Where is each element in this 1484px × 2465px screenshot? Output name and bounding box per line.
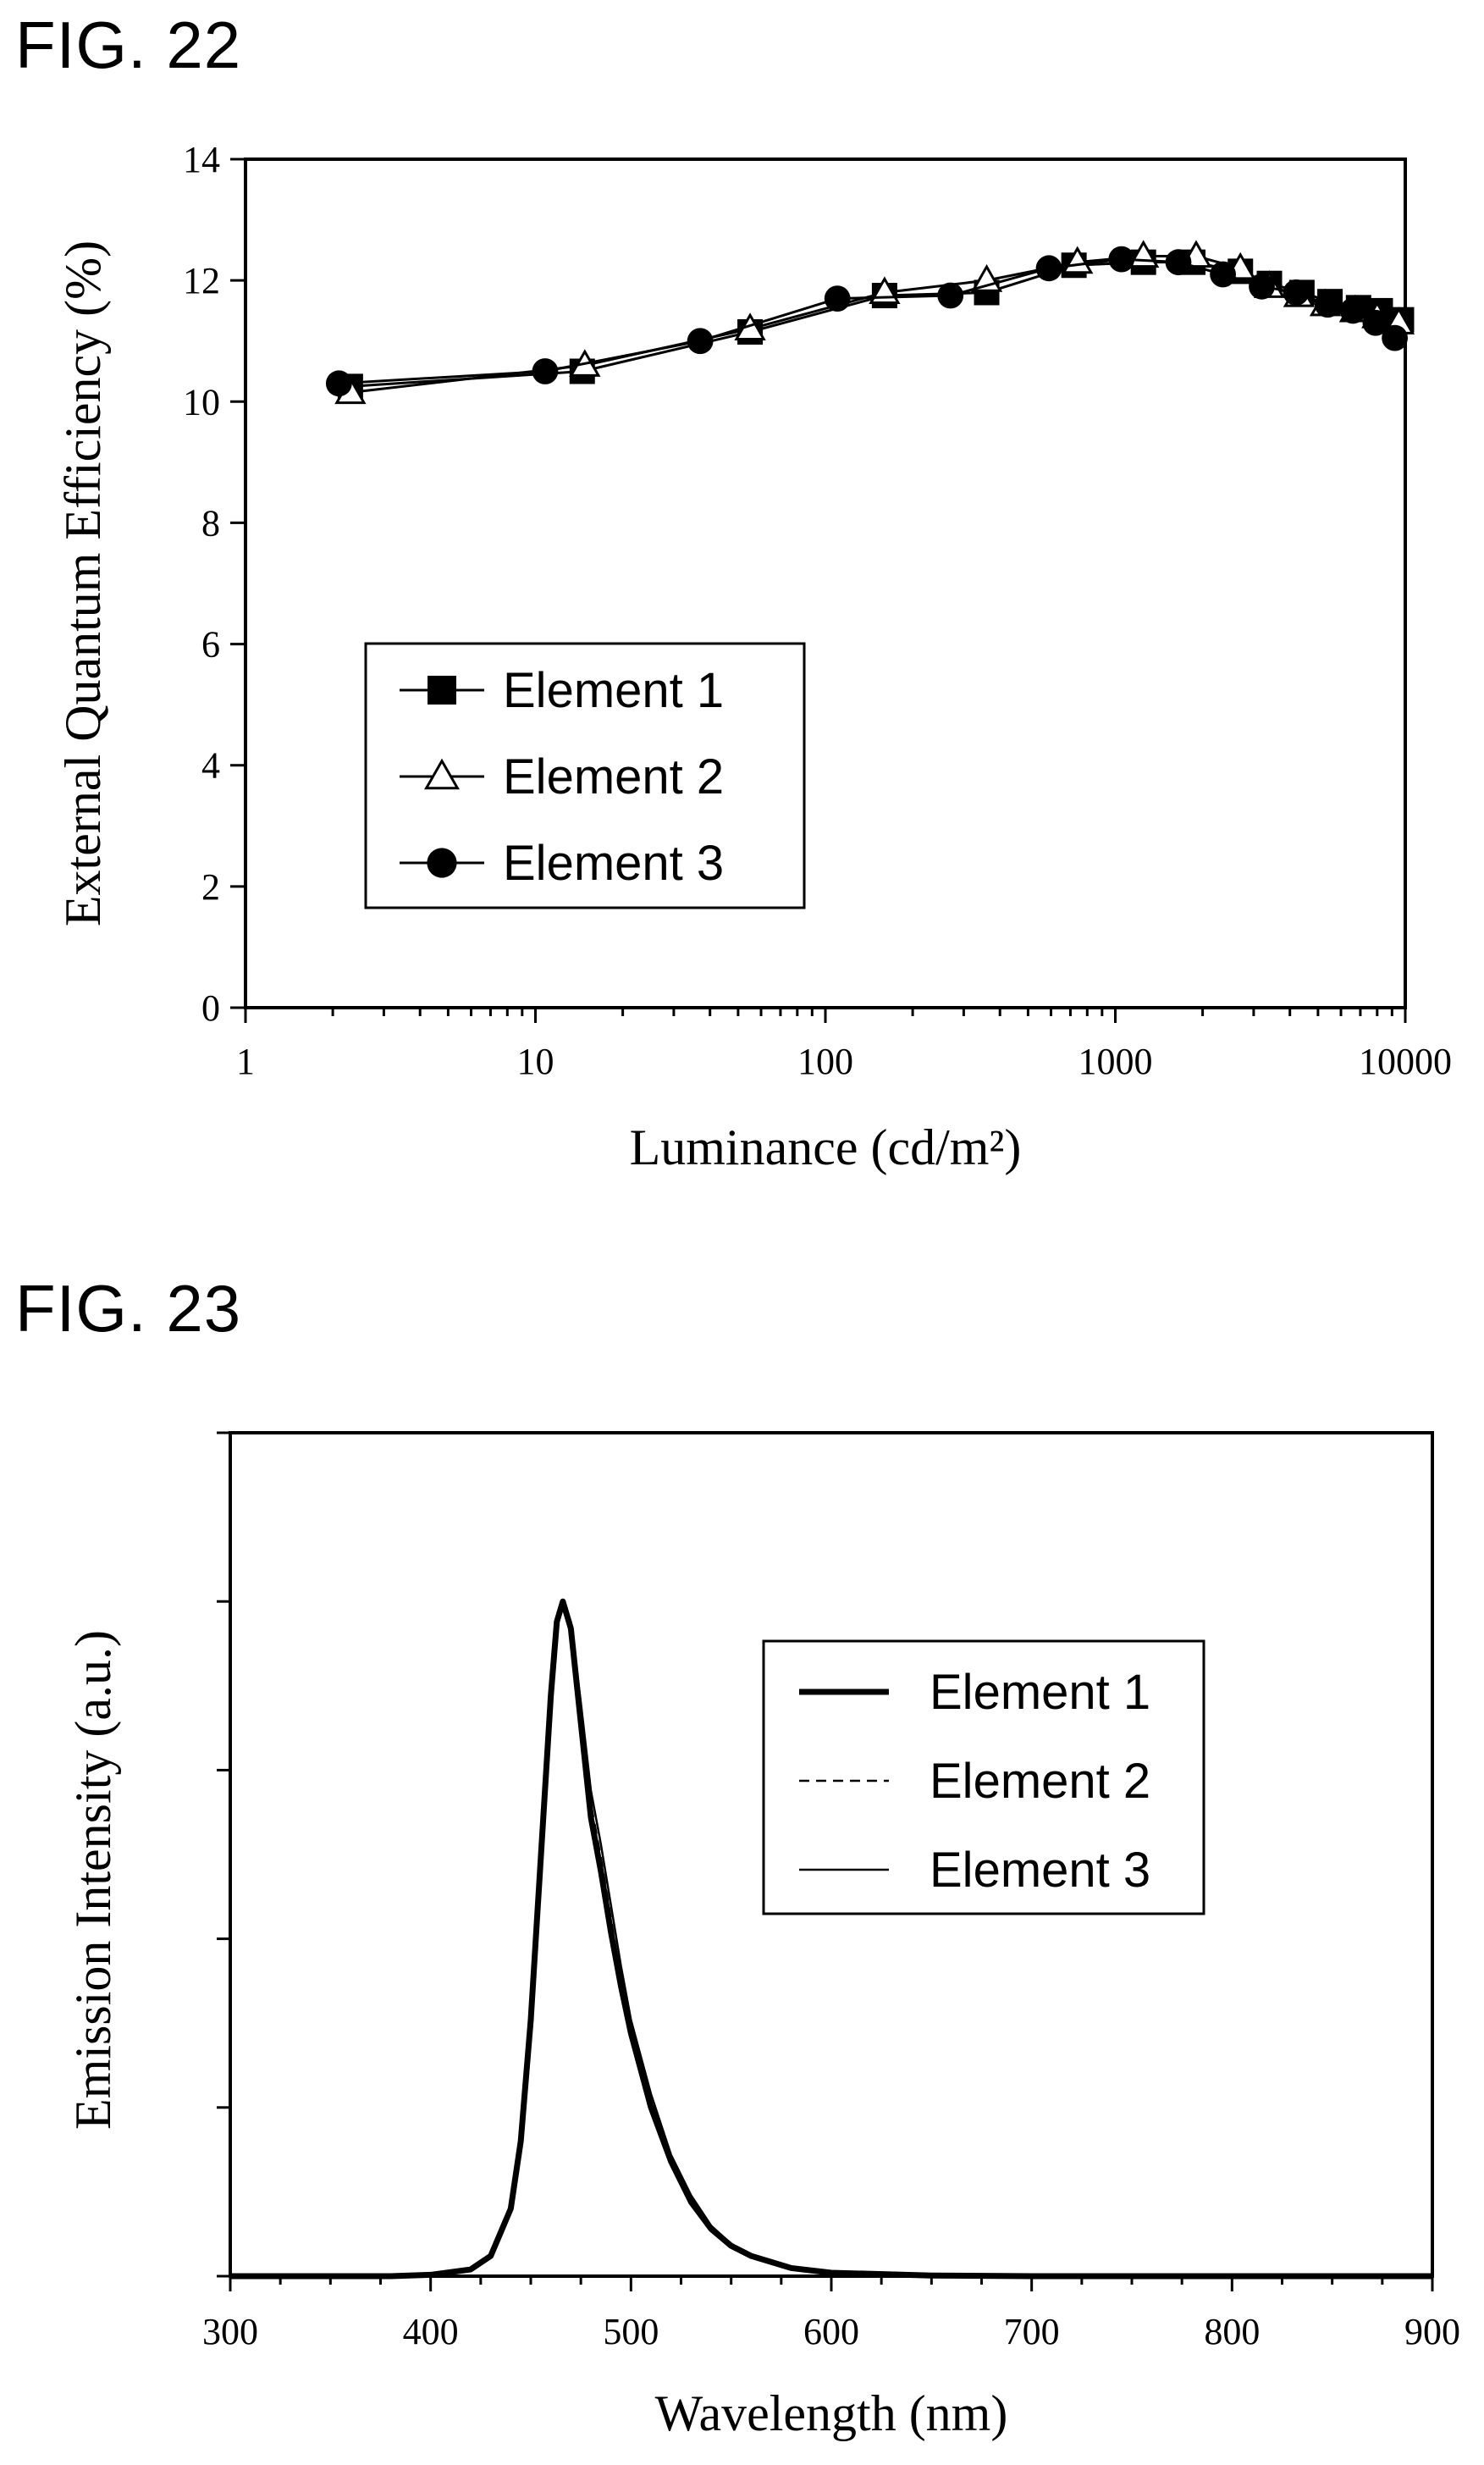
legend-label: Element 2: [930, 1754, 1150, 1809]
legend: Element 1 Element 2 Element 3: [364, 642, 806, 909]
x-tick-label: 400: [403, 2311, 459, 2352]
x-axis-title: Luminance (cd/m²): [630, 1119, 1022, 1175]
data-point: [325, 370, 352, 397]
data-point: [1382, 324, 1408, 351]
legend-label: Element 1: [503, 663, 724, 718]
y-tick-label: 14: [183, 139, 220, 180]
series-3-line: [230, 1600, 1432, 2278]
legend-label: Element 1: [930, 1665, 1150, 1720]
y-tick-label: 0: [201, 987, 220, 1029]
data-point: [1108, 246, 1135, 273]
x-tick-label: 900: [1404, 2311, 1460, 2352]
x-tick-label: 1: [236, 1041, 255, 1082]
data-point: [1210, 261, 1236, 288]
legend-marker: [427, 848, 457, 878]
figure-23-label: FIG. 23: [15, 1271, 242, 1346]
y-tick-label: 10: [183, 381, 220, 423]
legend-marker: [428, 676, 456, 705]
data-point: [937, 282, 964, 309]
x-axis-title: Wavelength (nm): [655, 2385, 1008, 2441]
x-tick-label: 10000: [1359, 1041, 1452, 1082]
series-line: [339, 257, 1396, 385]
data-point: [532, 358, 559, 384]
y-tick-label: 2: [201, 866, 220, 908]
emission-spectrum-chart: 300 400 500 600 700 800 900 Wavelength (nm) Emis…: [65, 1431, 1460, 2441]
data-point: [1339, 297, 1366, 324]
y-tick-label: 6: [201, 624, 220, 666]
legend-label: Element 3: [930, 1843, 1150, 1898]
y-tick-label: 8: [201, 502, 220, 544]
y-tick-label: 12: [183, 260, 220, 301]
legend: Element 1 Element 2 Element 3: [762, 1639, 1205, 1915]
eqe-vs-luminance-chart: 1 10 100 1000 10000 0 2 4 6 8 10 12 14 Luminance (cd/…: [55, 139, 1452, 1175]
series-3: [325, 246, 1408, 397]
legend-label: Element 2: [503, 749, 724, 804]
figure-22-label: FIG. 22: [15, 8, 242, 82]
y-tick-label: 4: [201, 745, 220, 787]
y-axis-title: External Quantum Efficiency (%): [55, 240, 111, 926]
data-point: [1283, 279, 1310, 306]
data-point: [687, 328, 714, 355]
x-tick-label: 600: [803, 2311, 859, 2352]
data-point: [1249, 273, 1275, 300]
x-tick-label: 300: [202, 2311, 258, 2352]
x-tick-label: 500: [603, 2311, 659, 2352]
legend-marker: [424, 758, 460, 790]
x-tick-label: 1000: [1079, 1041, 1153, 1082]
x-tick-label: 700: [1004, 2311, 1060, 2352]
x-tick-label: 100: [797, 1041, 853, 1082]
data-point: [1314, 291, 1341, 318]
data-point: [824, 285, 851, 312]
legend-label: Element 3: [503, 836, 724, 891]
x-tick-label: 800: [1204, 2311, 1260, 2352]
legend-box: [762, 1639, 1205, 1915]
data-point: [1035, 255, 1062, 282]
data-point: [1165, 249, 1192, 276]
data-point: [1362, 309, 1389, 336]
x-tick-label: 10: [517, 1041, 554, 1082]
y-axis-title: Emission Intensity (a.u.): [65, 1630, 121, 2130]
